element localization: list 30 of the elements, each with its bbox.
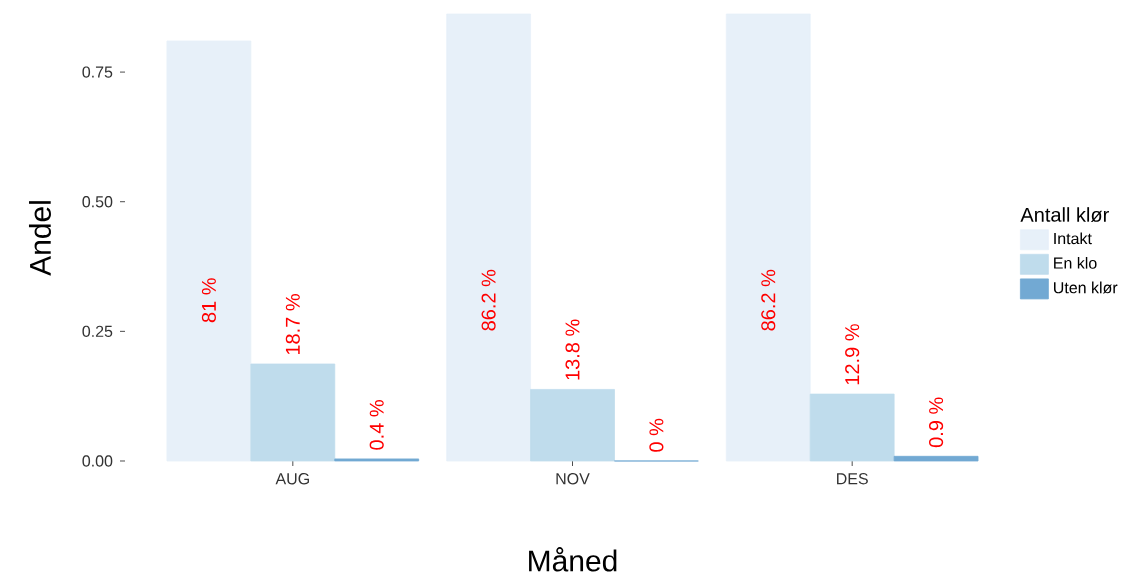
bar: [250, 363, 336, 462]
bar: [530, 389, 615, 462]
x-tick-label: DES: [837, 473, 868, 485]
legend-label: En klo: [1054, 257, 1097, 269]
data-label: 12.9 %: [845, 324, 860, 385]
bar: [893, 455, 979, 462]
bar: [725, 13, 811, 462]
data-label: 86.2 %: [761, 269, 776, 331]
x-tick-label: AUG: [275, 473, 309, 485]
y-tick-label: 0.25: [82, 325, 113, 338]
y-axis-title: Andel: [28, 201, 51, 276]
data-label: 18.7 %: [285, 294, 300, 355]
y-tick-label: 0.00: [82, 455, 113, 467]
x-tick-label: NOV: [556, 473, 590, 485]
legend-title: Antall klør: [1020, 207, 1109, 223]
data-label: 0.4 %: [369, 400, 384, 450]
bar: [446, 13, 531, 462]
bar: [809, 393, 895, 462]
x-axis-title: Måned: [529, 547, 617, 572]
data-label: 81 %: [201, 278, 216, 323]
bar: [166, 40, 252, 462]
legend-label: Intakt: [1054, 232, 1092, 245]
data-label: 13.8 %: [565, 319, 580, 380]
data-label: 86.2 %: [481, 269, 496, 331]
data-label: 0.9 %: [929, 397, 944, 448]
y-tick-label: 0.75: [82, 66, 113, 78]
legend-label: Uten klør: [1054, 281, 1118, 294]
bar: [334, 458, 420, 462]
y-tick-label: 0.50: [82, 196, 113, 208]
data-label: 0 %: [649, 418, 664, 452]
